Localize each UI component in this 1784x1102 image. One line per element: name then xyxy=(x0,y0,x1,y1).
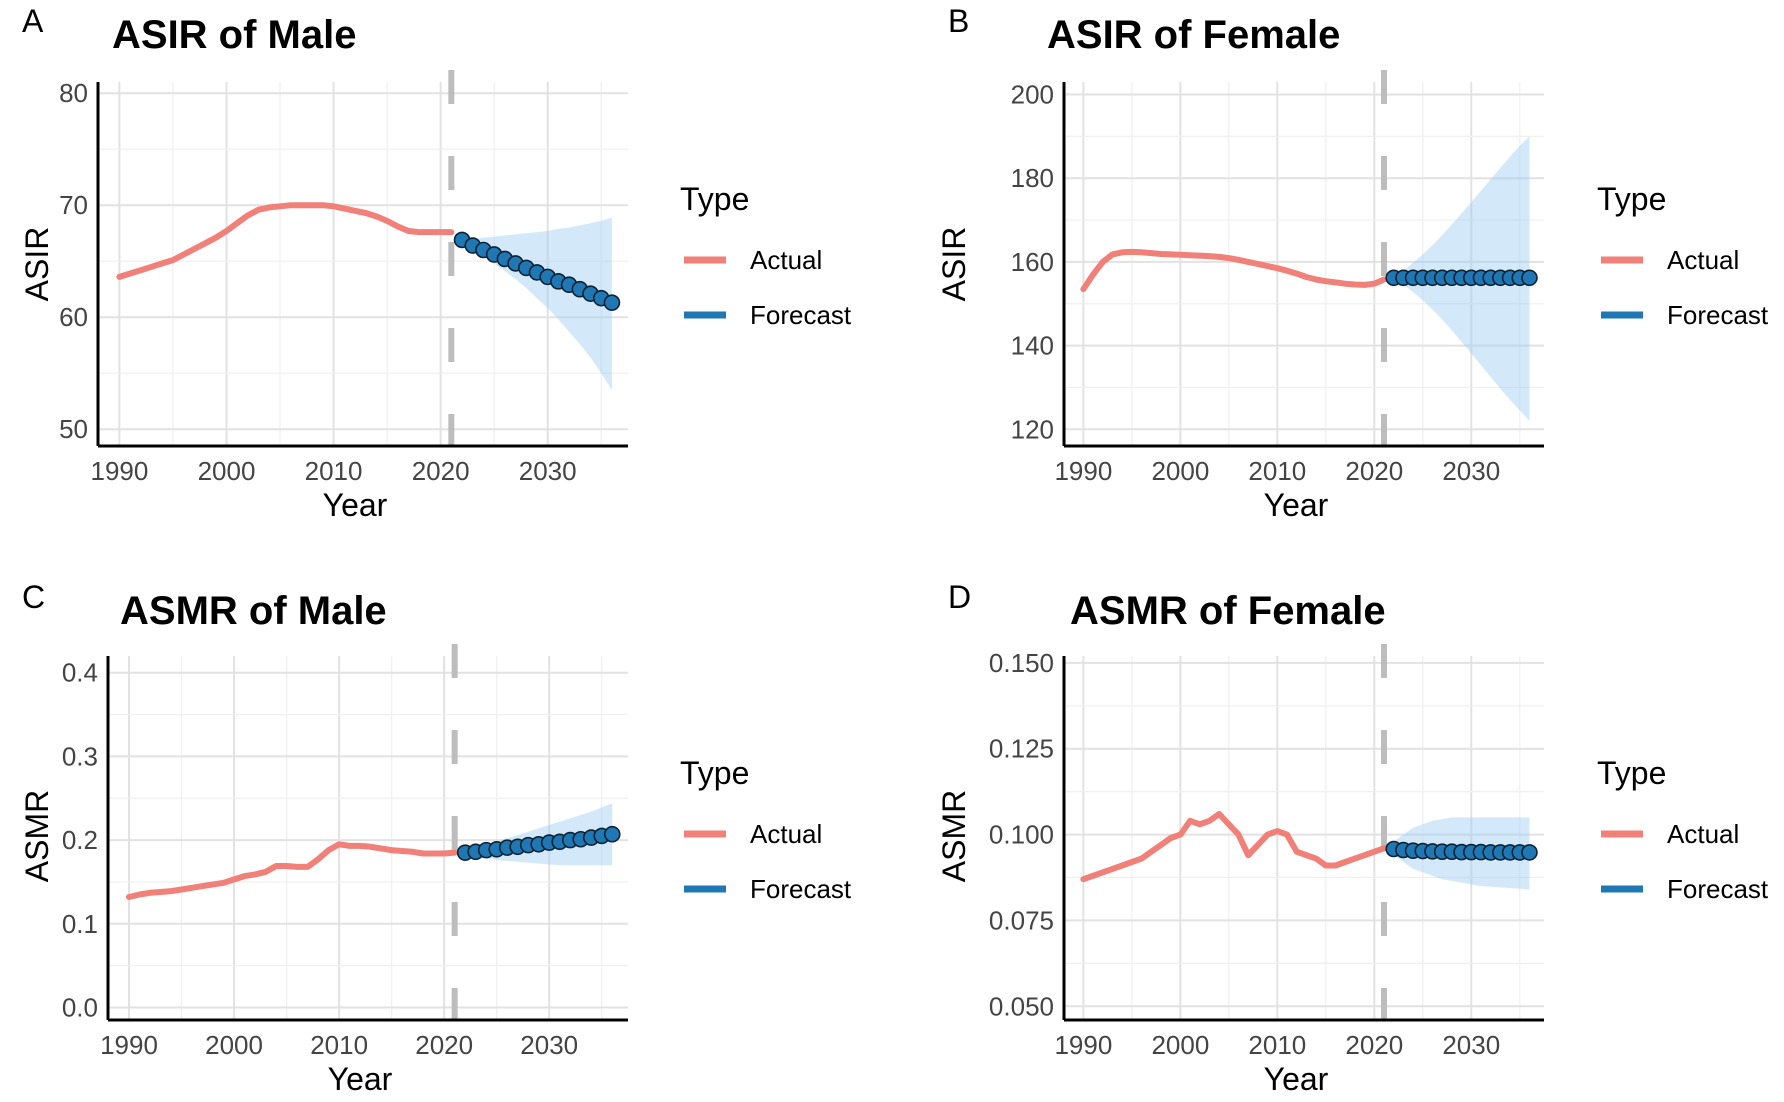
y-tick-label: 120 xyxy=(1011,414,1054,444)
series-line-actual xyxy=(126,841,458,900)
chart-title: ASIR of Female xyxy=(1047,13,1340,57)
x-tick-label: 2000 xyxy=(198,456,256,486)
x-tick-label: 2010 xyxy=(310,1030,368,1060)
legend-title: Type xyxy=(1597,181,1666,217)
x-tick-label: 2010 xyxy=(1248,1030,1306,1060)
y-tick-label: 0.1 xyxy=(62,909,98,939)
x-tick-label: 2000 xyxy=(1151,1030,1209,1060)
x-tick-label: 2020 xyxy=(415,1030,473,1060)
chart-title: ASMR of Male xyxy=(120,589,387,633)
series-line-actual xyxy=(116,202,455,280)
y-tick-label: 70 xyxy=(59,190,88,220)
legend-title: Type xyxy=(680,755,749,791)
legend-label-actual: Actual xyxy=(750,819,822,849)
y-tick-label: 50 xyxy=(59,414,88,444)
series-line-actual xyxy=(1080,811,1387,883)
x-tick-label: 2020 xyxy=(412,456,470,486)
chart-panel-d: D ASMR of Female 1990 2000 2010 2020 2030 0.050… xyxy=(936,579,1769,1097)
forecast-point xyxy=(603,294,621,311)
x-axis-title: Year xyxy=(1264,1061,1329,1097)
y-tick-label: 0.0 xyxy=(62,992,98,1022)
y-tick-label: 60 xyxy=(59,302,88,332)
gridlines xyxy=(1064,82,1544,446)
legend-label-forecast: Forecast xyxy=(1667,874,1769,904)
y-axis-title: ASIR xyxy=(936,227,972,302)
y-tick-label: 0.050 xyxy=(989,991,1054,1021)
panel-label: C xyxy=(22,579,45,615)
y-tick-label: 0.125 xyxy=(989,734,1054,764)
y-axis-title: ASMR xyxy=(936,790,972,882)
x-tick-label: 2030 xyxy=(1442,456,1500,486)
panel-label: B xyxy=(948,3,969,39)
chart-panel-b: B ASIR of Female 1990 2000 2010 2020 2030 120 14… xyxy=(936,3,1769,523)
x-tick-label: 2030 xyxy=(520,1030,578,1060)
panel-label: D xyxy=(948,579,971,615)
legend-label-actual: Actual xyxy=(1667,819,1739,849)
chart-panel-a: A ASIR of Male 1990 2000 2010 2020 2030 50 60 70 8… xyxy=(19,3,852,523)
x-tick-label: 1990 xyxy=(90,456,148,486)
series-line-actual xyxy=(1080,248,1387,293)
chart-title: ASIR of Male xyxy=(112,13,356,57)
y-tick-label: 0.2 xyxy=(62,825,98,855)
y-tick-label: 0.4 xyxy=(62,658,98,688)
y-tick-label: 160 xyxy=(1011,247,1054,277)
x-tick-label: 2010 xyxy=(1248,456,1306,486)
x-axis-title: Year xyxy=(1264,487,1329,523)
legend-title: Type xyxy=(1597,755,1666,791)
legend-label-actual: Actual xyxy=(750,245,822,275)
y-tick-label: 140 xyxy=(1011,331,1054,361)
x-axis-title: Year xyxy=(328,1061,393,1097)
panel-label: A xyxy=(22,3,44,39)
y-tick-label: 0.100 xyxy=(989,820,1054,850)
y-tick-label: 180 xyxy=(1011,163,1054,193)
legend-label-actual: Actual xyxy=(1667,245,1739,275)
forecast-point xyxy=(603,825,621,843)
gridlines xyxy=(1064,656,1544,1020)
x-tick-label: 1990 xyxy=(100,1030,158,1060)
x-tick-label: 2030 xyxy=(519,456,577,486)
x-tick-label: 2020 xyxy=(1345,1030,1403,1060)
legend-label-forecast: Forecast xyxy=(1667,300,1769,330)
y-tick-label: 200 xyxy=(1011,80,1054,110)
x-tick-label: 2020 xyxy=(1345,456,1403,486)
x-tick-label: 2030 xyxy=(1442,1030,1500,1060)
y-axis-title: ASMR xyxy=(19,790,55,882)
x-axis-title: Year xyxy=(323,487,388,523)
chart-panel-c: C ASMR of Male 1990 2000 2010 2020 2030 0.0 0.1 0… xyxy=(19,579,852,1097)
y-tick-label: 0.075 xyxy=(989,905,1054,935)
y-axis-title: ASIR xyxy=(19,227,55,302)
x-tick-label: 1990 xyxy=(1054,1030,1112,1060)
y-tick-label: 0.3 xyxy=(62,741,98,771)
x-tick-label: 1990 xyxy=(1054,456,1112,486)
x-tick-label: 2010 xyxy=(305,456,363,486)
forecast-point xyxy=(1521,844,1538,861)
y-tick-label: 80 xyxy=(59,78,88,108)
x-tick-label: 2000 xyxy=(1151,456,1209,486)
chart-title: ASMR of Female xyxy=(1070,589,1386,633)
legend-label-forecast: Forecast xyxy=(750,874,852,904)
gridlines xyxy=(98,82,628,446)
x-tick-label: 2000 xyxy=(205,1030,263,1060)
y-tick-label: 0.150 xyxy=(989,648,1054,678)
legend-label-forecast: Forecast xyxy=(750,300,852,330)
forecast-point xyxy=(1521,269,1538,287)
legend-title: Type xyxy=(680,181,749,217)
